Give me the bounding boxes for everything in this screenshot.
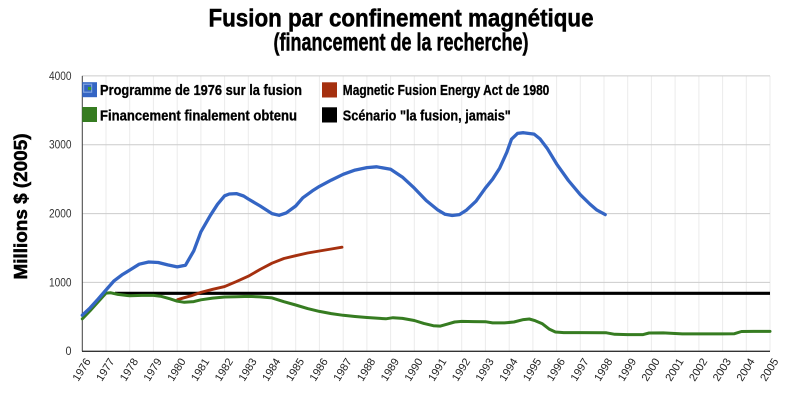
svg-text:Millions $ (2005): Millions $ (2005): [11, 133, 31, 279]
svg-text:1000: 1000: [49, 277, 72, 289]
svg-text:4000: 4000: [49, 71, 72, 83]
svg-text:Fusion par confinement magnéti: Fusion par confinement magnétique: [209, 5, 594, 33]
svg-text:Magnetic Fusion Energy Act de: Magnetic Fusion Energy Act de 1980: [343, 83, 550, 99]
svg-text:3000: 3000: [49, 140, 72, 152]
svg-text:0: 0: [66, 346, 72, 358]
svg-text:Scénario "la fusion, jamais": Scénario "la fusion, jamais": [343, 108, 511, 124]
svg-text:(financement de la recherche): (financement de la recherche): [274, 29, 529, 57]
svg-text:Programme de 1976 sur la fusio: Programme de 1976 sur la fusion: [100, 83, 302, 99]
svg-text:Financement finalement obtenu: Financement finalement obtenu: [100, 108, 297, 124]
svg-text:2000: 2000: [49, 209, 72, 221]
